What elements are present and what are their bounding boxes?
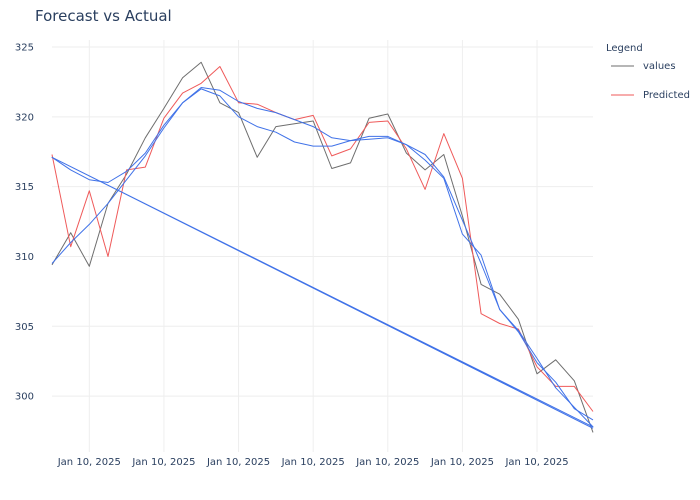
axis-layer: 300 305 310 315 320 325 Jan 10, 2025 Jan 10, 20… [15,42,569,468]
y-tick-label: 320 [15,112,34,123]
series-layer [51,61,594,433]
x-tick-label: Jan 10, 2025 [281,457,345,468]
grid-layer [52,40,593,452]
legend: Legend values Predicted [606,43,690,101]
x-tick-label: Jan 10, 2025 [504,457,568,468]
y-tick-label: 300 [15,392,34,403]
chart-title: Forecast vs Actual [35,7,172,25]
x-tick-label: Jan 10, 2025 [57,457,121,468]
y-tick-label: 305 [15,322,34,333]
series-line-values [51,61,594,433]
y-tick-label: 315 [15,182,34,193]
x-tick-label: Jan 10, 2025 [355,457,419,468]
series-line-trend-2 [51,88,594,429]
legend-title: Legend [606,43,643,54]
series-line-trend-3 [51,87,594,421]
x-tick-label: Jan 10, 2025 [131,457,195,468]
legend-label-predicted: Predicted [643,90,690,101]
legend-label-values: values [643,61,676,72]
series-line-predicted [51,66,594,412]
x-tick-label: Jan 10, 2025 [430,457,494,468]
y-tick-label: 325 [15,42,34,53]
x-tick-label: Jan 10, 2025 [206,457,270,468]
y-tick-label: 310 [15,252,34,263]
